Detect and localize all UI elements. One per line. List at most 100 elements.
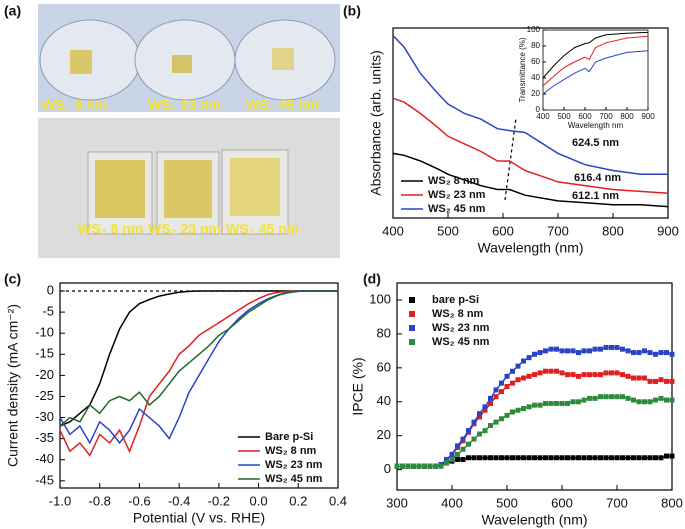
series-line	[392, 35, 668, 176]
legend-label: WS₂ 45 nm	[432, 336, 490, 348]
data-point	[521, 358, 526, 364]
data-point	[669, 397, 675, 403]
panel-label: (a)	[4, 3, 21, 19]
data-point	[581, 348, 587, 354]
photo-label: WS₂ 45 nm	[246, 97, 319, 113]
data-point	[587, 372, 592, 378]
data-point	[664, 350, 669, 356]
x-tick-label: 500	[557, 112, 571, 121]
data-point	[614, 394, 620, 400]
data-point	[499, 380, 504, 386]
data-point	[477, 414, 482, 420]
data-point	[631, 375, 636, 381]
plot-frame	[59, 282, 339, 489]
x-tick-label: 800	[661, 495, 683, 510]
data-point	[609, 344, 614, 350]
data-point	[554, 400, 559, 406]
data-point	[636, 350, 642, 356]
data-point	[658, 395, 664, 401]
y-tick-label: 20	[531, 89, 540, 98]
y-tick-label: -5	[42, 304, 54, 319]
x-axis-label: Wavelength (nm)	[477, 240, 583, 256]
series-line	[59, 290, 338, 427]
x-tick-label: 700	[599, 112, 613, 121]
series-line	[397, 370, 672, 467]
data-point	[427, 463, 433, 469]
series-line	[59, 290, 338, 445]
data-point	[400, 463, 405, 469]
data-point	[526, 373, 532, 379]
data-point	[576, 399, 581, 405]
photo-panel: (a) WS₂ 8 nm WS₂ 23 nm WS₂ 45 nm WS₂ 8 n…	[4, 3, 340, 258]
data-point	[658, 350, 664, 356]
data-point	[625, 395, 631, 401]
data-point	[620, 455, 625, 461]
y-tick-label: 40	[531, 73, 540, 82]
data-point	[548, 368, 554, 374]
y-tick-label: 20	[377, 427, 391, 442]
x-tick-label: 300	[386, 495, 408, 510]
data-point	[482, 455, 488, 461]
x-axis-label: Potential (V vs. RHE)	[133, 510, 265, 526]
data-point	[620, 372, 625, 378]
x-tick-label: -0.6	[128, 493, 150, 508]
data-point	[592, 395, 598, 401]
data-point	[603, 394, 609, 400]
plot-frame	[396, 282, 673, 491]
data-point	[664, 453, 669, 459]
data-point	[521, 375, 526, 381]
legend-marker	[409, 297, 415, 303]
panel-label: (d)	[363, 271, 381, 287]
legend-marker	[409, 325, 415, 331]
data-point	[576, 455, 581, 461]
data-point	[581, 372, 587, 378]
y-axis-label: Current density (mA cm⁻²)	[5, 304, 21, 467]
annotation: 616.4 nm	[574, 172, 621, 184]
data-point	[642, 348, 647, 354]
data-point	[515, 377, 521, 383]
y-tick-label: 80	[531, 41, 540, 50]
data-point	[647, 378, 653, 384]
legend-marker	[409, 339, 415, 345]
data-point	[570, 372, 576, 378]
data-point	[543, 348, 548, 354]
data-point	[592, 372, 598, 378]
data-point	[658, 455, 664, 461]
data-point	[537, 455, 543, 461]
legend-label: WS₂ 23 nm	[428, 189, 486, 201]
data-point	[449, 451, 455, 457]
data-point	[631, 455, 636, 461]
x-tick-label: 500	[496, 495, 518, 510]
data-point	[455, 456, 460, 462]
x-axis-label: Wavelength nm	[568, 121, 624, 130]
data-point	[631, 397, 636, 403]
x-tick-label: 400	[382, 223, 404, 238]
data-point	[669, 351, 675, 357]
y-tick-label: -35	[35, 430, 54, 445]
photo-label: WS₂ 45 nm	[226, 221, 299, 237]
annotation: 612.1 nm	[572, 190, 619, 202]
y-tick-label: 0	[384, 461, 391, 476]
data-point	[444, 460, 449, 466]
data-point	[460, 436, 466, 442]
data-point	[647, 350, 653, 356]
series-line	[392, 97, 669, 195]
data-point	[482, 428, 488, 434]
x-tick-label: 900	[641, 112, 655, 121]
data-point	[565, 348, 570, 354]
data-point	[499, 455, 504, 461]
data-point	[504, 373, 510, 379]
data-point	[548, 400, 554, 406]
data-point	[444, 456, 449, 462]
data-point	[570, 399, 576, 405]
sample	[164, 160, 212, 218]
data-point	[598, 372, 603, 378]
data-point	[394, 463, 400, 469]
data-point	[504, 455, 510, 461]
data-point	[510, 380, 515, 386]
data-point	[565, 455, 570, 461]
data-point	[669, 378, 675, 384]
data-point	[653, 378, 658, 384]
data-point	[554, 346, 559, 352]
x-axis-label: Wavelength (nm)	[481, 512, 587, 528]
